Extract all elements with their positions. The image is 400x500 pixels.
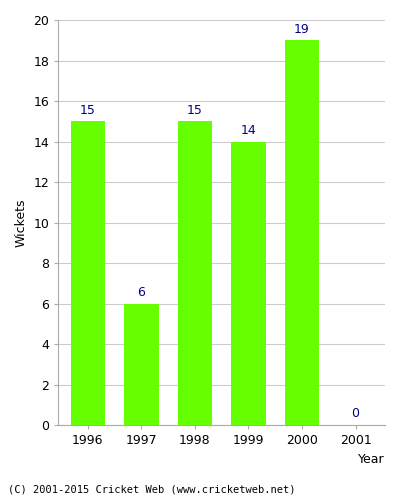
Bar bbox=[285, 40, 320, 425]
Bar bbox=[178, 122, 212, 425]
Text: (C) 2001-2015 Cricket Web (www.cricketweb.net): (C) 2001-2015 Cricket Web (www.cricketwe… bbox=[8, 485, 296, 495]
Bar bbox=[231, 142, 266, 425]
Y-axis label: Wickets: Wickets bbox=[15, 198, 28, 247]
Text: 6: 6 bbox=[138, 286, 145, 300]
Bar bbox=[70, 122, 105, 425]
Text: 19: 19 bbox=[294, 23, 310, 36]
Text: 0: 0 bbox=[352, 407, 360, 420]
Text: 15: 15 bbox=[187, 104, 203, 117]
Text: Year: Year bbox=[358, 454, 385, 466]
Text: 14: 14 bbox=[241, 124, 256, 138]
Bar bbox=[124, 304, 159, 425]
Text: 15: 15 bbox=[80, 104, 96, 117]
